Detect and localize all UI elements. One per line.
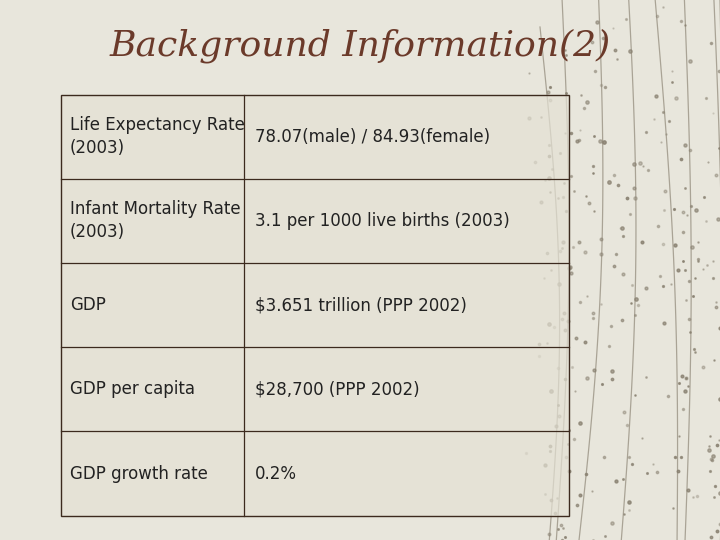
Text: Background Information(2): Background Information(2)	[109, 29, 611, 63]
Text: GDP per capita: GDP per capita	[70, 380, 195, 399]
Text: $28,700 (PPP 2002): $28,700 (PPP 2002)	[255, 380, 419, 399]
Text: GDP growth rate: GDP growth rate	[70, 464, 207, 483]
Text: 3.1 per 1000 live births (2003): 3.1 per 1000 live births (2003)	[255, 212, 510, 230]
Text: GDP: GDP	[70, 296, 106, 314]
Text: 0.2%: 0.2%	[255, 464, 297, 483]
Text: $3.651 trillion (PPP 2002): $3.651 trillion (PPP 2002)	[255, 296, 467, 314]
Bar	[61, 94, 569, 516]
Bar	[61, 94, 569, 516]
Text: Life Expectancy Rate
(2003): Life Expectancy Rate (2003)	[70, 116, 245, 157]
Text: Infant Mortality Rate
(2003): Infant Mortality Rate (2003)	[70, 200, 240, 241]
Text: 78.07(male) / 84.93(female): 78.07(male) / 84.93(female)	[255, 127, 490, 146]
